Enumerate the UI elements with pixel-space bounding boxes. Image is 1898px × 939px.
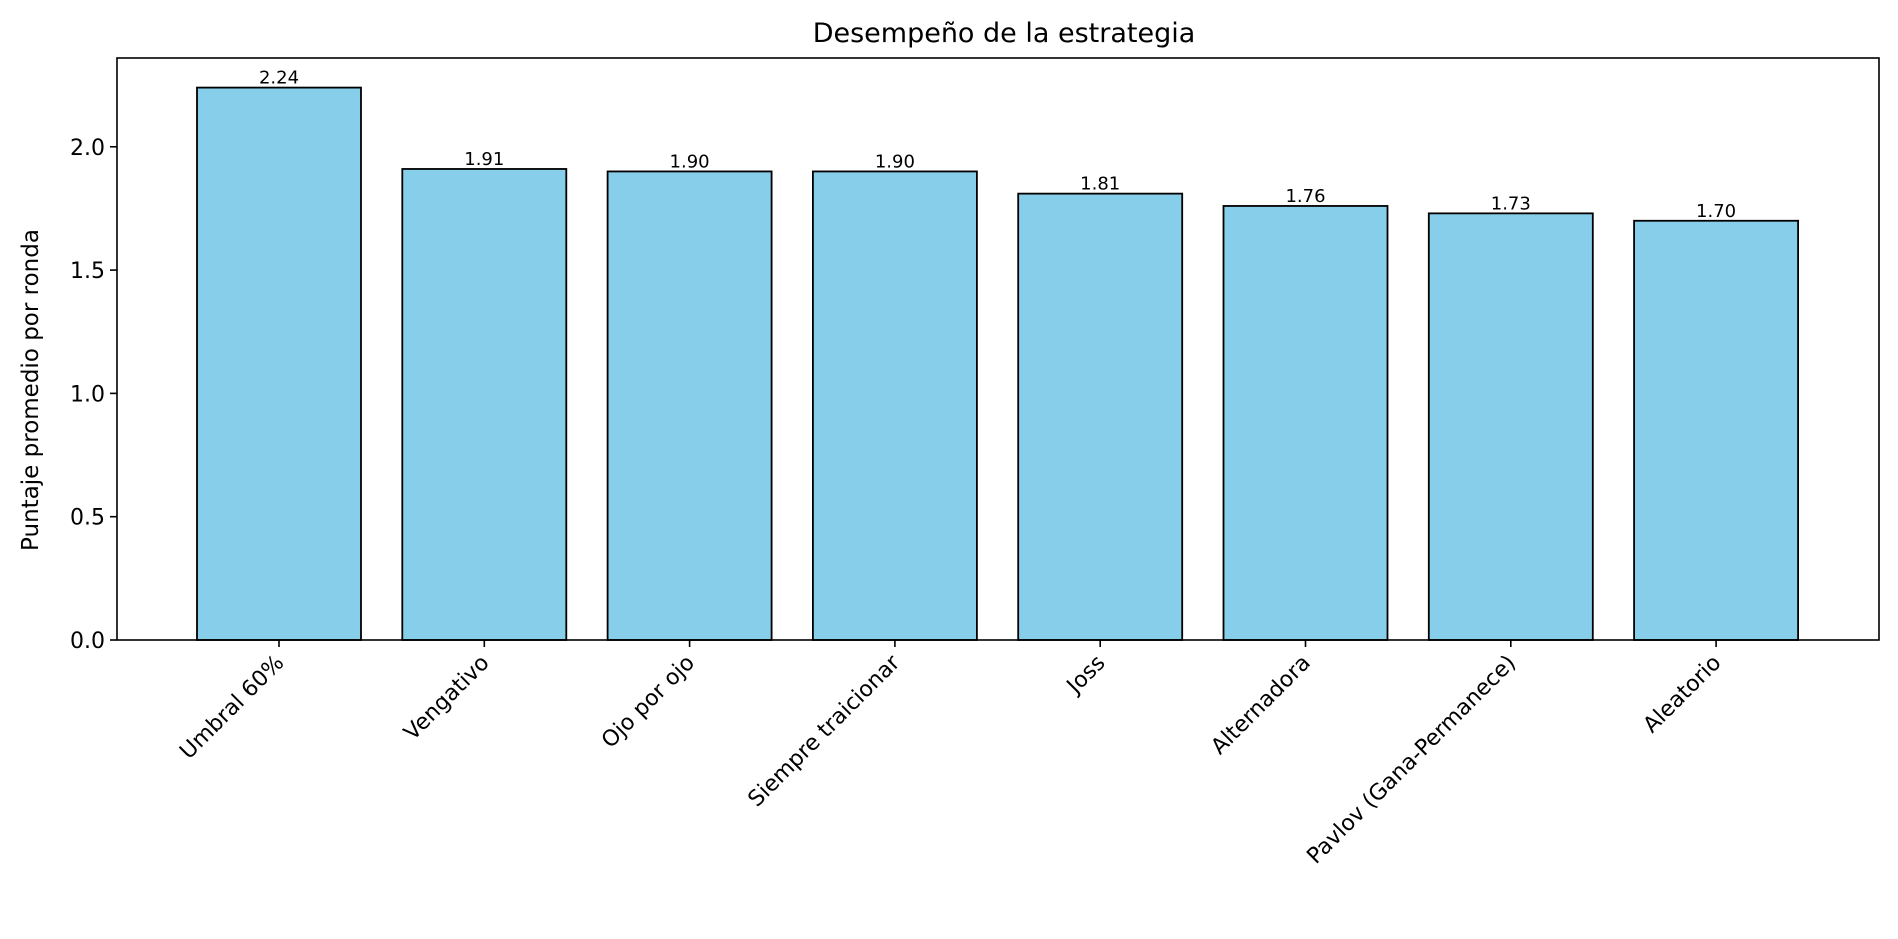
bar-value-label: 1.73 bbox=[1491, 193, 1531, 214]
plot-area-frame bbox=[116, 57, 1880, 641]
bar-value-label: 2.24 bbox=[259, 68, 299, 89]
bar bbox=[1633, 219, 1799, 641]
x-tick-label: Siempre traicionar bbox=[744, 650, 906, 812]
x-tick-label: Ojo por ojo bbox=[597, 651, 700, 754]
bar-value-label: 1.70 bbox=[1696, 201, 1736, 222]
x-tick-label: Joss bbox=[1061, 651, 1110, 700]
bar bbox=[812, 170, 978, 641]
y-tick-label: 0.0 bbox=[70, 629, 105, 654]
bar-value-label: 1.76 bbox=[1285, 186, 1325, 207]
y-tick-label: 1.5 bbox=[70, 259, 105, 284]
y-tick-label: 1.0 bbox=[70, 382, 105, 407]
x-tick-label: Alternadora bbox=[1207, 651, 1316, 760]
bar bbox=[1222, 205, 1389, 641]
bar-value-label: 1.90 bbox=[670, 151, 710, 172]
x-tick-label: Vengativo bbox=[399, 651, 494, 746]
bar bbox=[606, 170, 773, 641]
x-tick-label: Umbral 60% bbox=[175, 651, 289, 765]
y-tick-label: 2.0 bbox=[70, 136, 105, 161]
chart-title: Desempeño de la estrategia bbox=[813, 18, 1196, 49]
bar-value-label: 1.90 bbox=[875, 151, 915, 172]
bar-value-label: 1.91 bbox=[464, 149, 504, 170]
x-tick-label: Pavlov (Gana-Permanece) bbox=[1302, 651, 1521, 870]
bar bbox=[196, 86, 362, 641]
bar-value-label: 1.81 bbox=[1080, 174, 1120, 195]
bar bbox=[1017, 192, 1184, 641]
y-tick-label: 0.5 bbox=[70, 506, 105, 531]
bar bbox=[1427, 212, 1594, 641]
x-tick-label: Aleatorio bbox=[1639, 651, 1727, 739]
y-axis-label: Puntaje promedio por ronda bbox=[18, 229, 44, 551]
bar bbox=[401, 168, 568, 641]
